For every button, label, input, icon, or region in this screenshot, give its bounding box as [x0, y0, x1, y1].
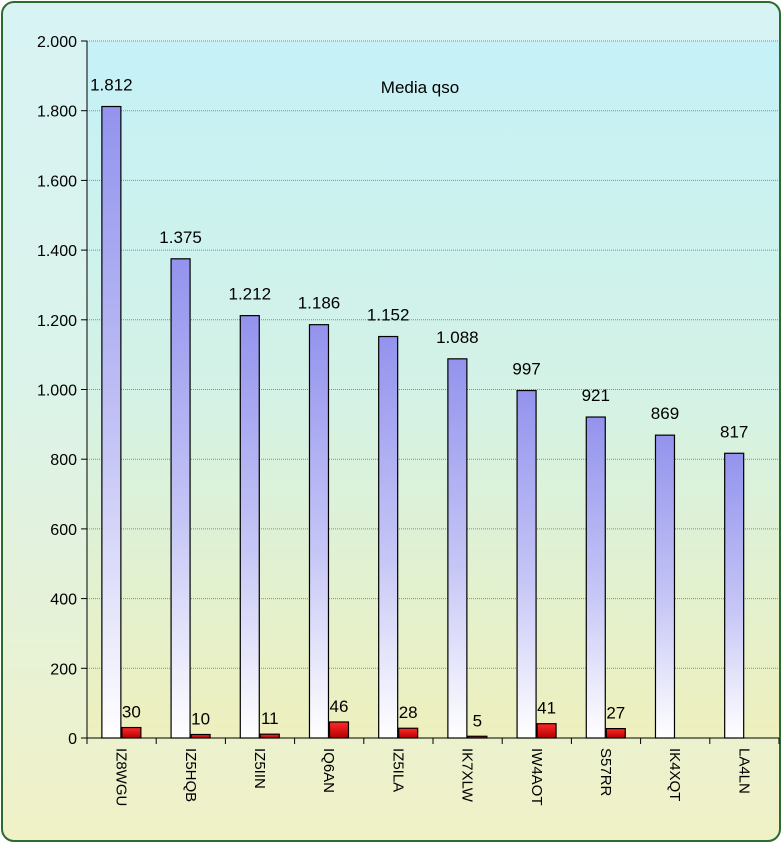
data-label-series-2: 11	[261, 709, 279, 728]
category-label: IZ5IIN	[251, 748, 268, 789]
category-label: IK4XQT	[666, 748, 683, 801]
y-tick-label: 200	[50, 661, 77, 678]
data-label-series-1: 1.212	[229, 285, 272, 304]
data-label-series-1: 1.186	[298, 294, 341, 313]
bar-series-1	[447, 358, 468, 739]
data-label-series-1: 1.812	[90, 76, 133, 95]
bar-series-1	[585, 416, 606, 739]
data-label-series-1: 1.375	[159, 228, 202, 247]
category-label: IK7XLW	[459, 748, 476, 803]
y-tick-label: 1.400	[37, 243, 77, 260]
data-label-series-2: 30	[122, 703, 141, 722]
y-tick-label: 400	[50, 592, 77, 609]
chart-title: Media qso	[381, 78, 459, 97]
bars: 1.812 30 1.375 10 1.212 11 1.186 46 1.152 28 1.088…	[90, 76, 748, 739]
bar-series-1	[101, 105, 122, 739]
data-label-series-2: 46	[330, 697, 349, 716]
bar-series-1	[308, 324, 330, 739]
data-label-series-2: 10	[191, 710, 210, 729]
y-tick-label: 0	[68, 731, 77, 748]
bar-series-2	[259, 733, 280, 739]
data-label-series-2: 41	[537, 699, 556, 718]
data-label-series-2: 28	[399, 703, 418, 722]
y-tick-label: 1.200	[37, 313, 77, 330]
y-tick-label: 2.000	[37, 34, 77, 51]
y-tick-label: 600	[50, 522, 77, 539]
data-label-series-1: 921	[582, 386, 610, 405]
data-label-series-1: 1.152	[367, 306, 410, 325]
y-tick-label: 800	[50, 452, 77, 469]
bar-series-1	[378, 335, 399, 739]
category-label: IZ5HQB	[182, 748, 199, 802]
bar-series-2	[605, 727, 626, 739]
category-label: IW4AOT	[528, 748, 545, 806]
y-tick-label: 1.000	[37, 383, 77, 400]
bar-series-2	[398, 727, 419, 739]
category-label: IQ6AN	[320, 748, 337, 793]
bar-series-1	[170, 258, 191, 739]
bar-series-2	[190, 733, 211, 739]
category-label: LA4LN	[735, 748, 752, 794]
y-tick-label: 1.600	[37, 173, 77, 190]
bar-series-1	[516, 389, 537, 739]
bar-series-2	[121, 726, 142, 739]
category-label: IZ5ILA	[389, 748, 406, 792]
data-label-series-1: 997	[512, 360, 540, 379]
bar-series-1	[654, 434, 676, 739]
data-label-series-1: 1.088	[436, 328, 479, 347]
y-tick-label: 1.800	[37, 104, 77, 121]
bar-series-2	[536, 723, 557, 739]
data-label-series-2: 5	[473, 711, 482, 730]
bar-series-1	[239, 315, 260, 739]
y-axis: 0 200 400 600 800 1.000 1.200 1.400 1.600 1.800 2.…	[37, 34, 88, 748]
data-label-series-2: 27	[606, 704, 625, 723]
bar-series-1	[724, 452, 745, 739]
x-axis: IZ8WGU IZ5HQB IZ5IIN IQ6AN IZ5ILA IK7XLW IW4AO…	[86, 737, 780, 806]
data-label-series-1: 817	[720, 422, 748, 441]
category-label: IZ8WGU	[113, 748, 130, 806]
category-label: S57RR	[597, 748, 614, 797]
data-label-series-1: 869	[651, 404, 679, 423]
bar-series-2	[328, 721, 350, 739]
